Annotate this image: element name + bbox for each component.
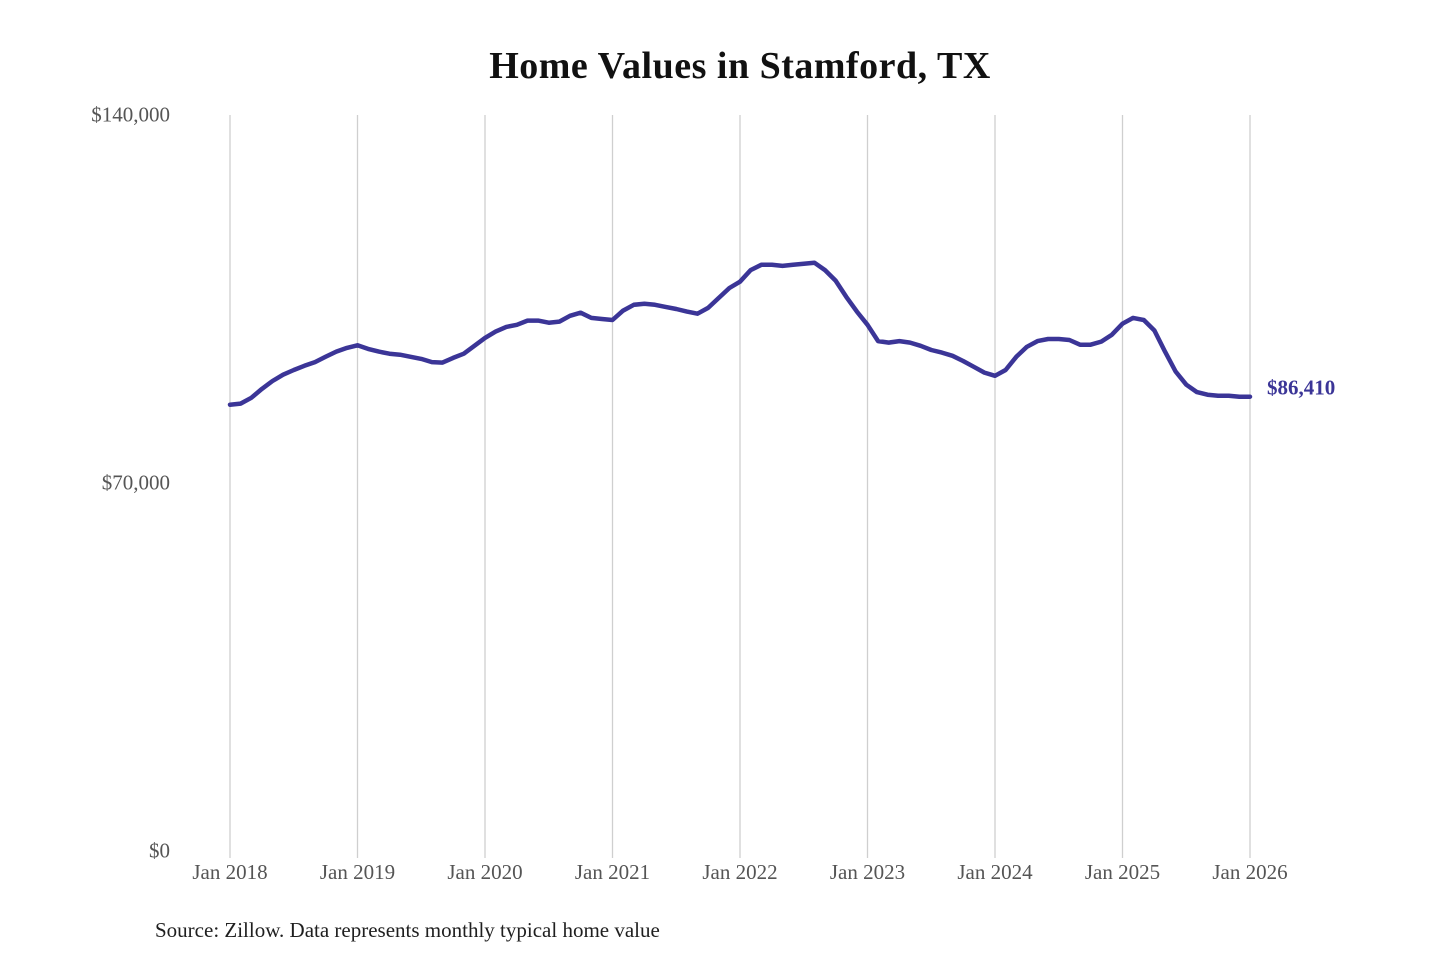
x-axis-tick-jan-2023: Jan 2023 (829, 860, 906, 884)
x-axis-tick-jan-2024: Jan 2024 (957, 860, 1033, 884)
home-value-line-series (227, 260, 1253, 407)
y-axis-tick-70000: $70,000 (101, 470, 170, 495)
source-note: Source: Zillow. Data represents monthly … (155, 918, 660, 942)
y-axis-tick-0: $0 (149, 838, 170, 863)
x-axis-tick-jan-2025: Jan 2025 (1084, 860, 1161, 884)
chart-title: Home Values in Stamford, TX (489, 45, 991, 87)
x-axis-tick-jan-2018: Jan 2018 (192, 860, 268, 884)
x-axis-tick-jan-2019: Jan 2019 (319, 860, 396, 884)
x-axis-tick-jan-2022: Jan 2022 (702, 860, 778, 884)
last-value-label: $86,410 (1267, 375, 1336, 400)
x-axis-tick-jan-2020: Jan 2020 (447, 860, 523, 884)
x-axis-tick-jan-2021: Jan 2021 (574, 860, 651, 884)
x-axis-tick-jan-2026: Jan 2026 (1212, 860, 1288, 884)
vertical-gridlines (229, 115, 1251, 858)
y-axis-tick-140000: $140,000 (91, 102, 170, 127)
